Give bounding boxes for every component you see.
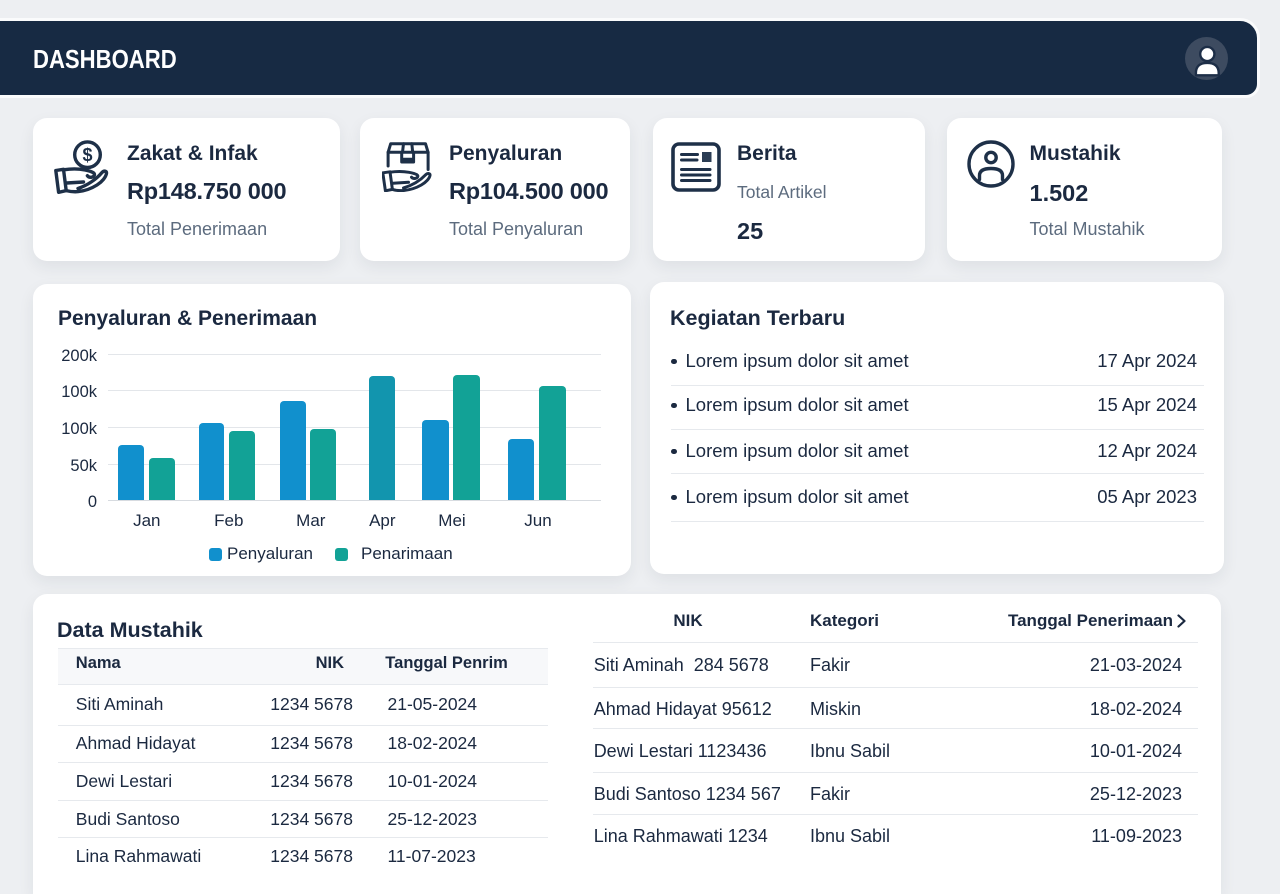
svg-text:$: $: [82, 145, 92, 165]
